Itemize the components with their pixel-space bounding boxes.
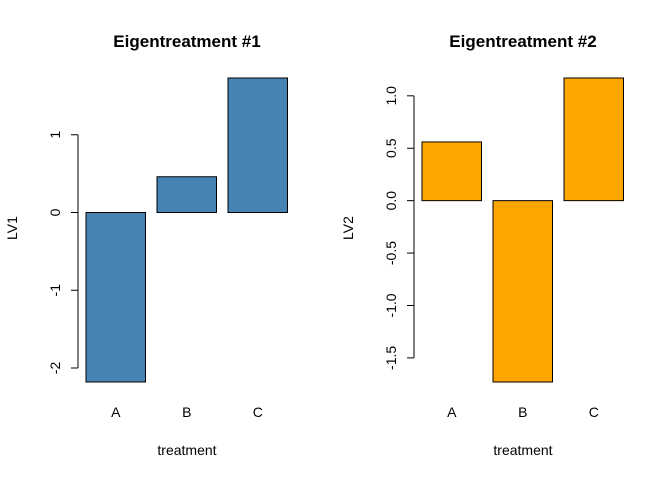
y-tick-label: -2 — [47, 362, 63, 375]
x-tick-label-C: C — [589, 404, 599, 420]
y-tick-label: -0.5 — [383, 241, 399, 265]
x-tick-labels: A B C — [447, 404, 599, 420]
y-tick-label: 0.5 — [383, 138, 399, 158]
y-tick-label: 0.0 — [383, 191, 399, 211]
y-tick-label: -1.0 — [383, 293, 399, 317]
y-tick-label: -1 — [47, 284, 63, 297]
panel-eigentreatment-1: Eigentreatment #1 treatment LV1 -2 -1 0 1 A… — [4, 32, 288, 458]
x-axis-label: treatment — [157, 442, 216, 458]
y-tick-label: 0 — [47, 208, 63, 216]
x-axis-label: treatment — [493, 442, 552, 458]
y-tick-label: 1.0 — [383, 86, 399, 106]
chart-title: Eigentreatment #1 — [113, 32, 260, 51]
y-tick-label: 1 — [47, 131, 63, 139]
bars — [421, 77, 624, 383]
y-axis-label: LV1 — [4, 216, 20, 240]
x-tick-labels: A B C — [111, 404, 263, 420]
bar-B — [156, 176, 217, 214]
x-tick-label-B: B — [518, 404, 527, 420]
bars — [85, 77, 288, 383]
panel-eigentreatment-2: Eigentreatment #2 treatment LV2 -1.5 -1.0… — [340, 32, 624, 458]
x-tick-label-C: C — [253, 404, 263, 420]
y-axis: -1.5 -1.0 -0.5 0.0 0.5 1.0 — [383, 86, 415, 370]
bar-A — [421, 141, 482, 202]
bar-C — [227, 77, 288, 214]
x-tick-label-A: A — [447, 404, 457, 420]
y-axis-label: LV2 — [340, 216, 356, 240]
x-tick-label-B: B — [182, 404, 191, 420]
y-tick-label: -1.5 — [383, 346, 399, 370]
y-axis: -2 -1 0 1 — [47, 131, 79, 375]
x-tick-label-A: A — [111, 404, 121, 420]
bar-A — [85, 212, 146, 383]
bar-B — [492, 200, 553, 383]
chart-title: Eigentreatment #2 — [449, 32, 596, 51]
bar-C — [563, 77, 624, 202]
